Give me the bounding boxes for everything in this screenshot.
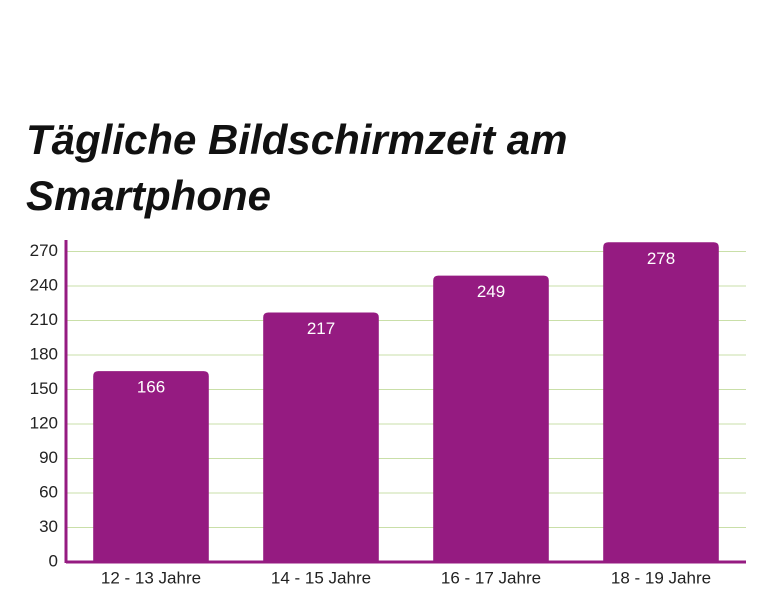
x-tick-label: 12 - 13 Jahre bbox=[101, 568, 201, 587]
y-tick-label: 270 bbox=[30, 241, 58, 260]
y-tick-label: 30 bbox=[39, 517, 58, 536]
value-label: 249 bbox=[477, 282, 505, 301]
value-label: 278 bbox=[647, 249, 675, 268]
x-tick-label: 18 - 19 Jahre bbox=[611, 568, 711, 587]
y-tick-label: 60 bbox=[39, 482, 58, 501]
y-tick-label: 120 bbox=[30, 413, 58, 432]
bar bbox=[603, 242, 719, 563]
y-tick-label: 90 bbox=[39, 448, 58, 467]
chart-title: Tägliche Bildschirmzeit am Smartphone bbox=[26, 116, 568, 219]
y-tick-label: 150 bbox=[30, 379, 58, 398]
value-label: 166 bbox=[137, 378, 165, 397]
y-tick-label: 210 bbox=[30, 310, 58, 329]
y-tick-label: 0 bbox=[49, 551, 58, 570]
bar bbox=[433, 275, 549, 562]
x-tick-label: 16 - 17 Jahre bbox=[441, 568, 541, 587]
y-tick-label: 180 bbox=[30, 344, 58, 363]
x-tick-label: 14 - 15 Jahre bbox=[271, 568, 371, 587]
bar bbox=[263, 312, 379, 562]
bar bbox=[93, 371, 209, 562]
value-label: 217 bbox=[307, 319, 335, 338]
y-tick-label: 240 bbox=[30, 275, 58, 294]
